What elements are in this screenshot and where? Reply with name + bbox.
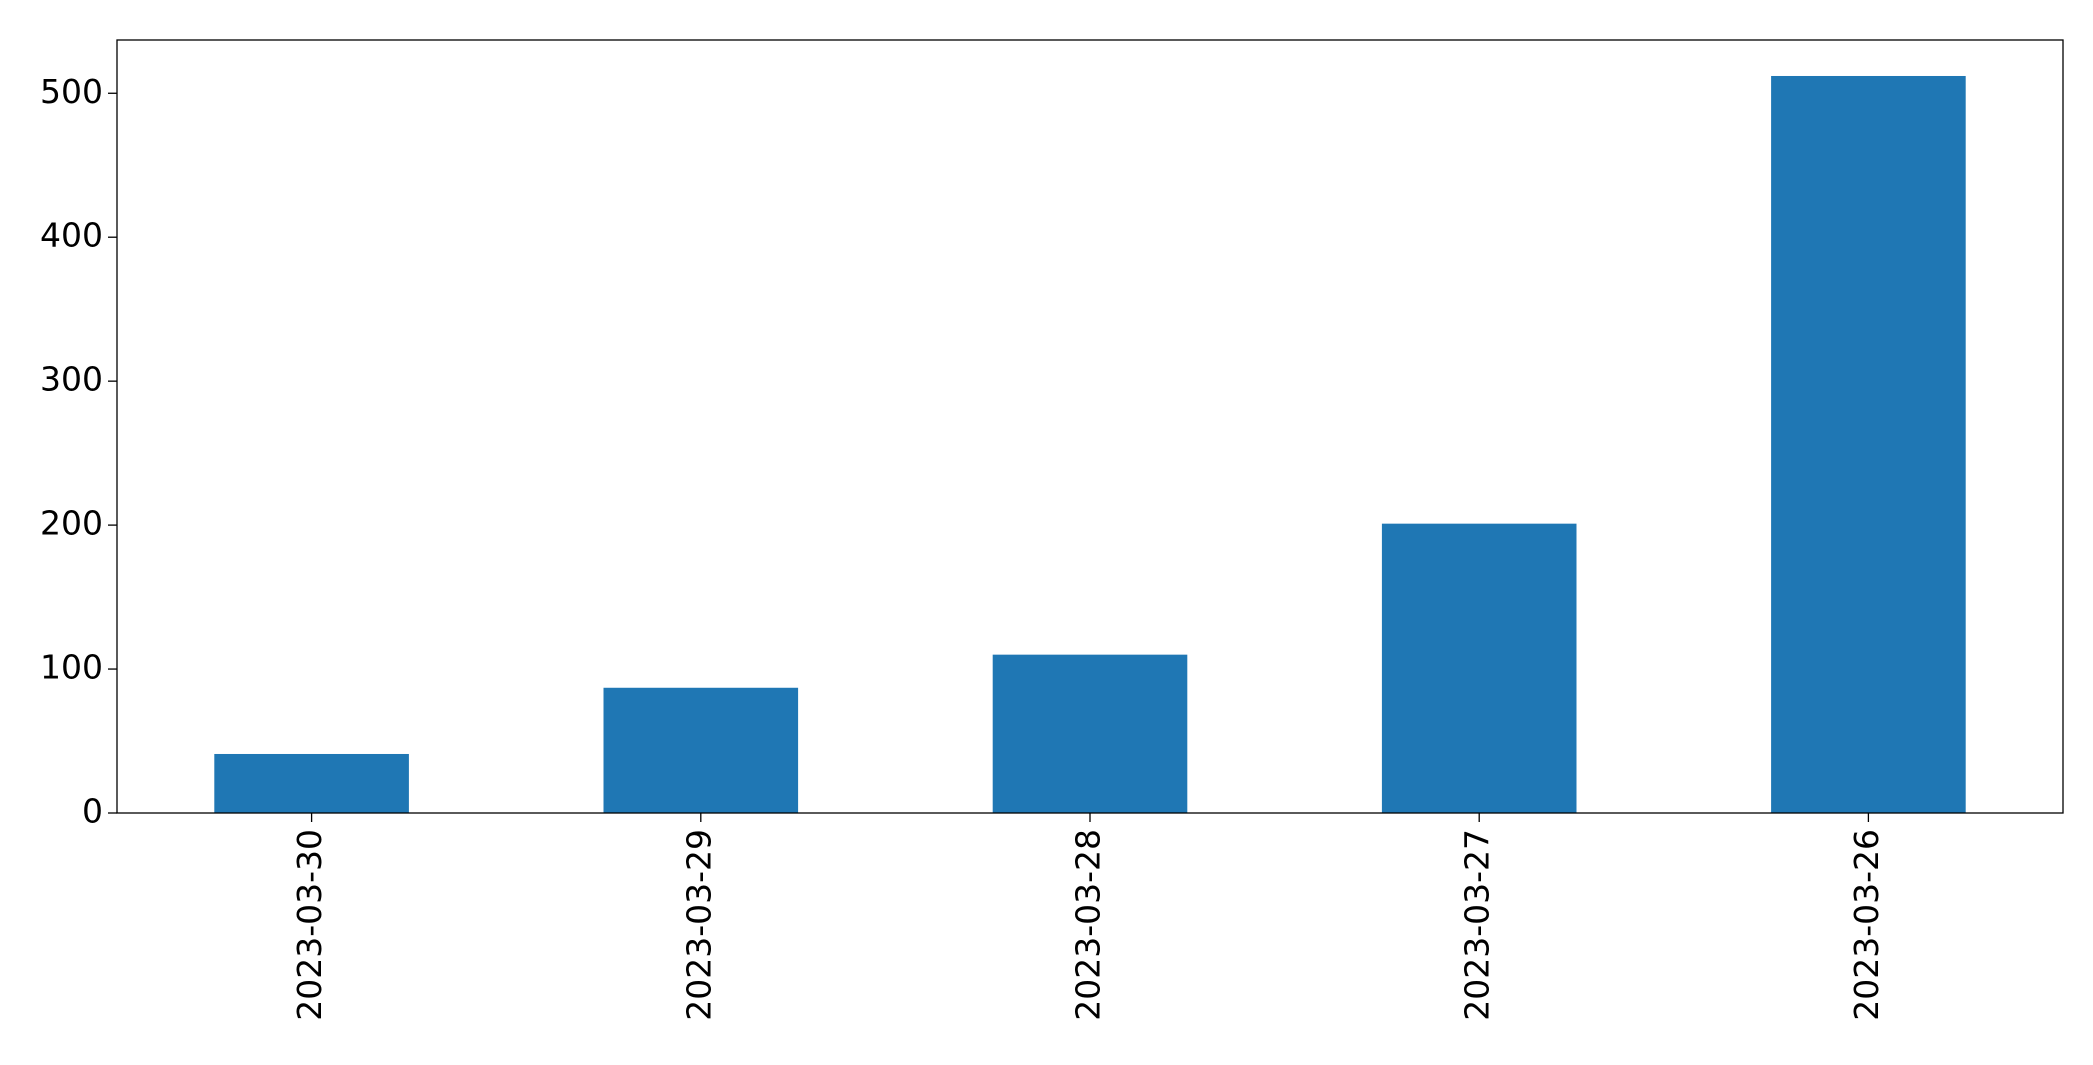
- y-tick-label: 500: [40, 72, 103, 111]
- x-tick-label: 2023-03-28: [1069, 829, 1108, 1021]
- x-tick-label: 2023-03-26: [1847, 829, 1886, 1021]
- y-tick-label: 200: [40, 504, 103, 543]
- bar: [992, 654, 1188, 813]
- bar: [1381, 523, 1577, 813]
- x-tick-label: 2023-03-27: [1458, 829, 1497, 1021]
- y-tick-label: 100: [40, 648, 103, 687]
- y-tick-label: 0: [82, 792, 103, 831]
- x-tick-label: 2023-03-30: [290, 829, 329, 1021]
- bar: [603, 687, 799, 813]
- y-tick-label: 400: [40, 216, 103, 255]
- bar: [1771, 75, 1966, 814]
- plot-frame: [116, 39, 2064, 814]
- y-tick-label: 300: [40, 360, 103, 399]
- x-tick-label: 2023-03-29: [679, 829, 718, 1021]
- bar: [214, 753, 409, 813]
